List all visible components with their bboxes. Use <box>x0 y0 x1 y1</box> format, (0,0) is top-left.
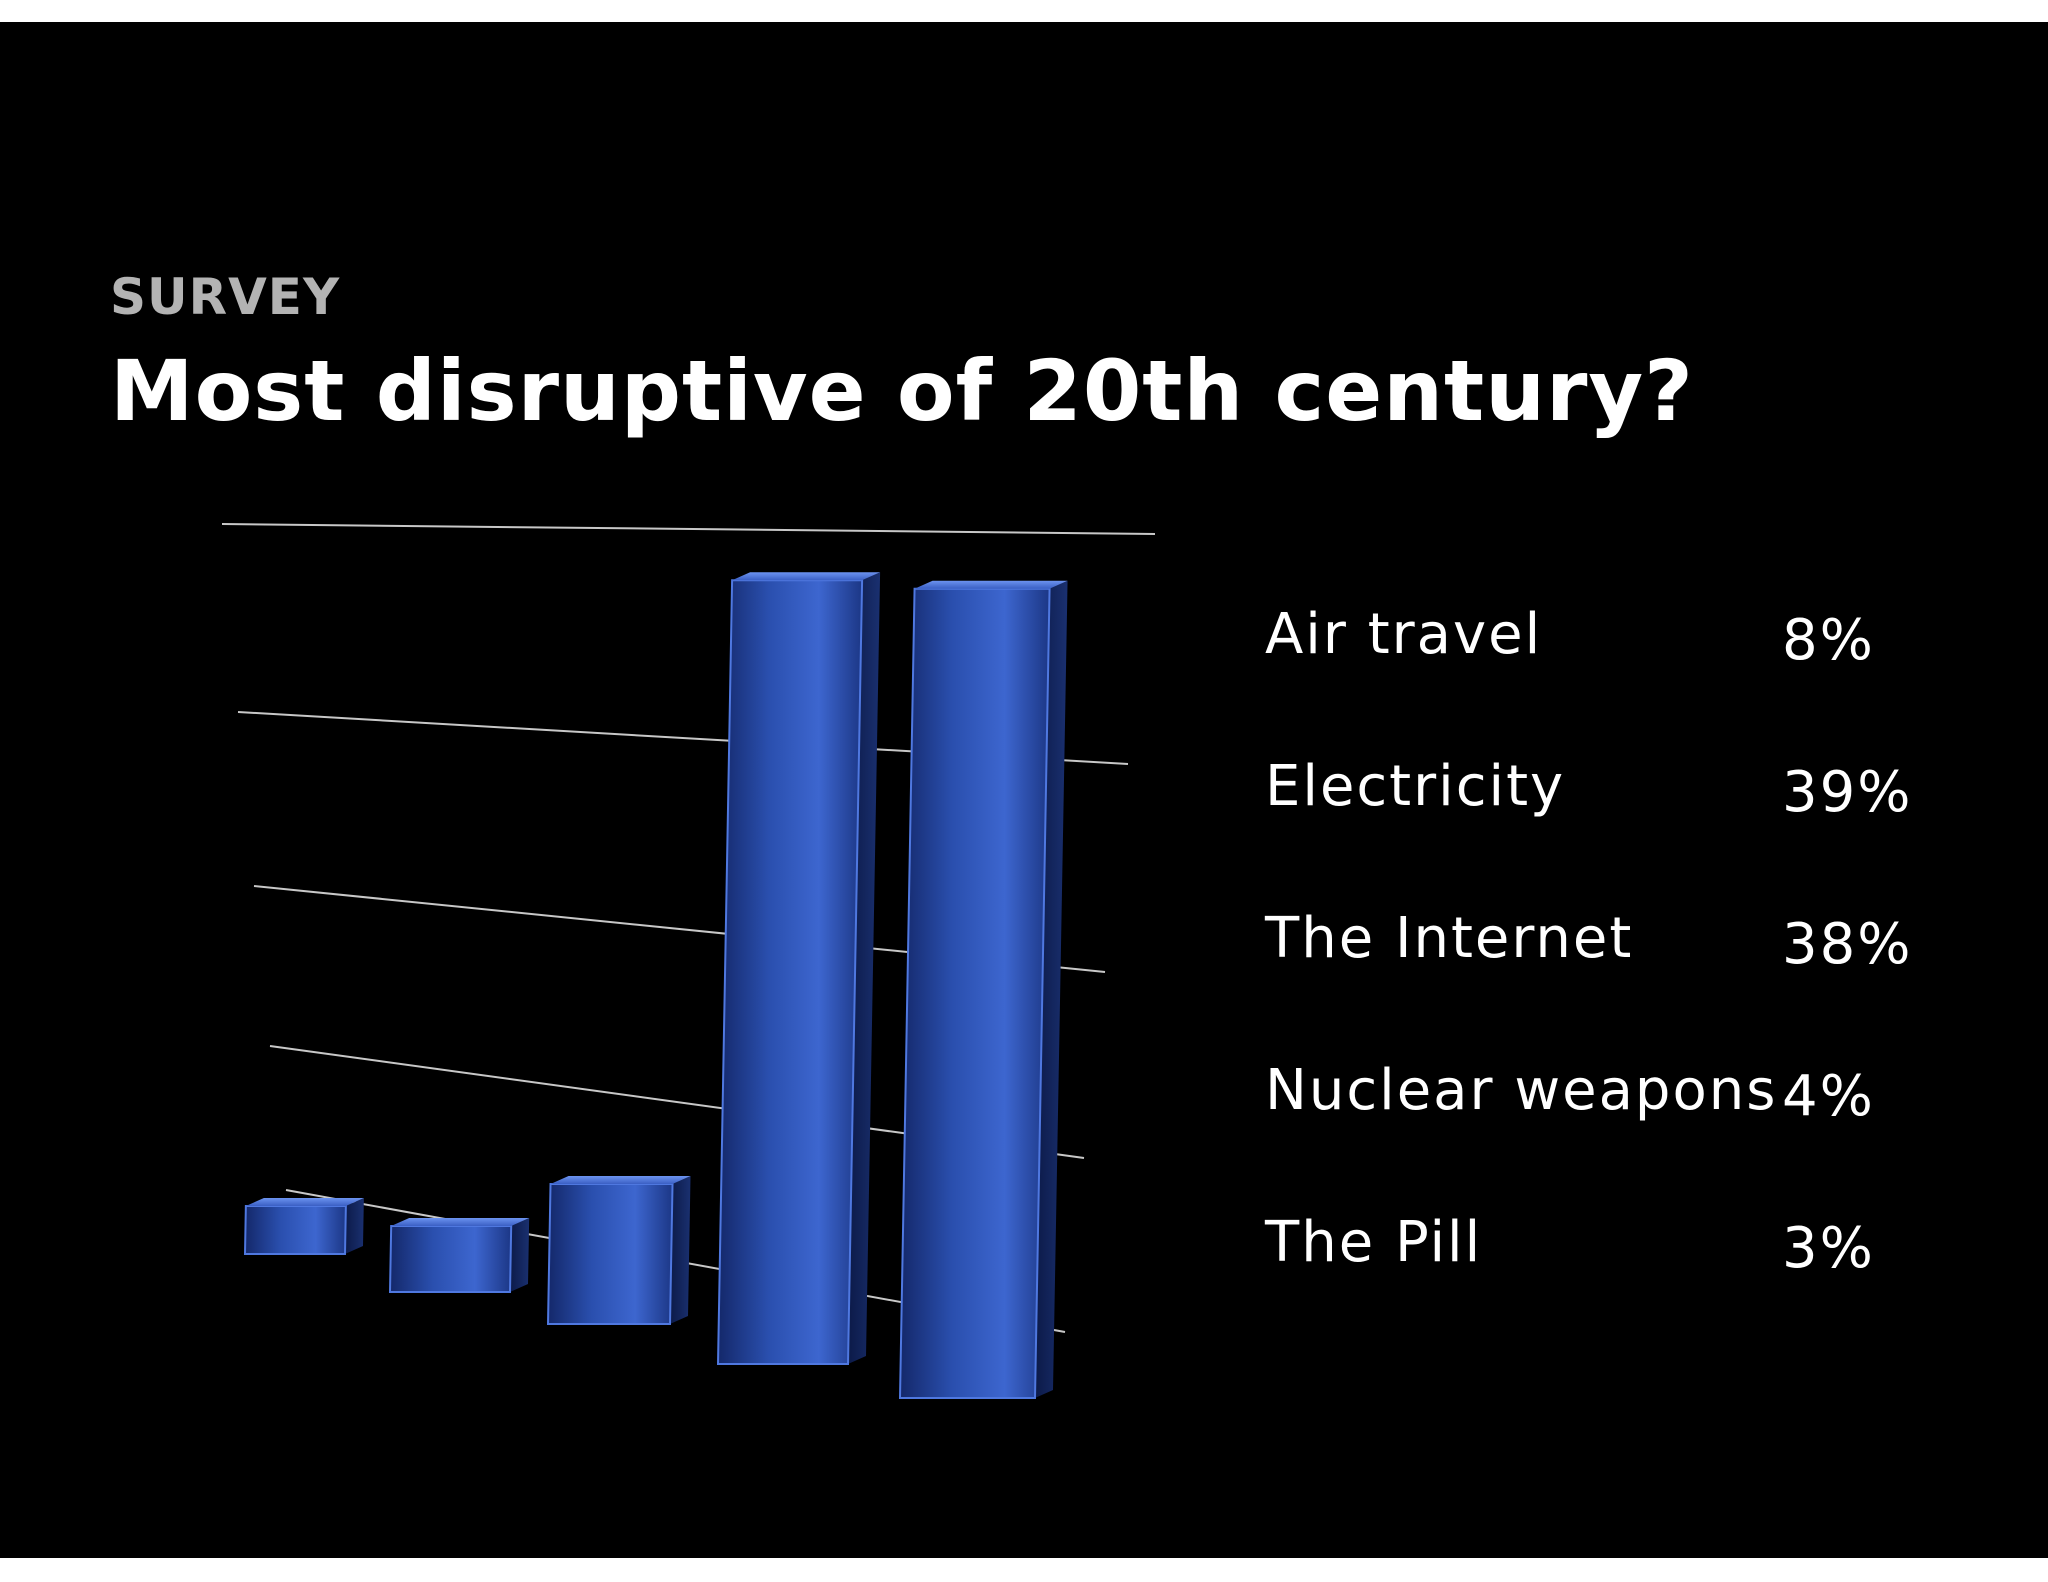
slide: SURVEY Most disruptive of 20th century? … <box>0 22 2048 1558</box>
legend-value: 39% <box>1782 760 1913 825</box>
legend-value: 4% <box>1782 1064 1875 1129</box>
legend-value: 8% <box>1782 608 1875 673</box>
bar-air-travel <box>546 1176 691 1325</box>
bar-top <box>732 572 881 581</box>
bar-front <box>388 1225 513 1293</box>
bar-side <box>510 1218 530 1292</box>
bar-front <box>546 1183 674 1325</box>
legend-value: 38% <box>1782 912 1913 977</box>
legend-label: The Internet <box>1265 906 1634 971</box>
gridline-1 <box>221 523 1156 535</box>
bar-electricity <box>898 580 1068 1399</box>
bar-chart <box>221 523 1156 1399</box>
bar-side <box>848 572 881 1364</box>
bar-top <box>245 1198 364 1206</box>
legend-label: Air travel <box>1265 602 1543 667</box>
bar-top <box>914 580 1068 589</box>
bar-the-pill <box>243 1198 364 1255</box>
bar-side <box>345 1198 364 1254</box>
bar-front <box>243 1205 347 1255</box>
legend-label: Nuclear weapons <box>1265 1058 1778 1123</box>
legend-label: Electricity <box>1265 754 1566 819</box>
slide-title: Most disruptive of 20th century? <box>110 342 1694 440</box>
bar-the-internet <box>716 572 881 1365</box>
bar-side <box>1035 580 1068 1398</box>
bar-nuclear-weapons <box>388 1218 530 1293</box>
legend-value: 3% <box>1782 1216 1875 1281</box>
bar-front <box>716 579 864 1365</box>
legend-label: The Pill <box>1265 1210 1483 1275</box>
slide-kicker: SURVEY <box>110 268 341 326</box>
bar-top <box>550 1176 691 1184</box>
bar-top <box>391 1218 530 1226</box>
bar-side <box>670 1176 691 1324</box>
bar-front <box>898 587 1051 1399</box>
